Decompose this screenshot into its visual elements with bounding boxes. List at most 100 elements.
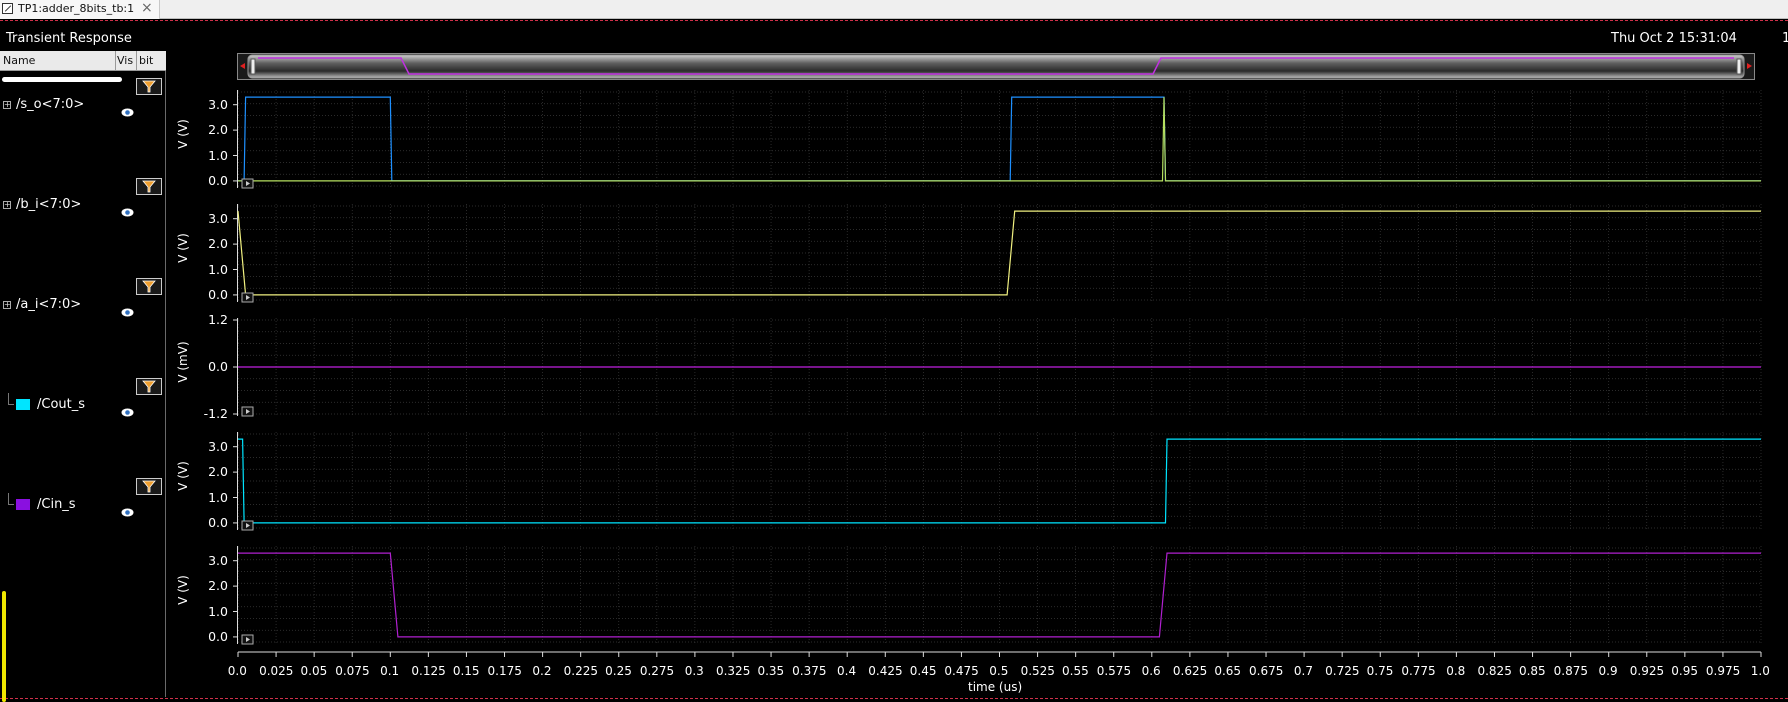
filter-icon[interactable] [136,78,162,95]
column-name[interactable]: Name [3,54,36,67]
scrollbar-right-handle[interactable] [1736,58,1742,75]
waveform-trace[interactable] [238,552,1761,638]
x-tick-label: 0.75 [1366,664,1394,678]
x-tick-label: 0.875 [1553,664,1588,678]
y-tick-label: 3.0 [208,438,228,454]
x-tick-label: 0.95 [1671,664,1698,678]
waveform-plot[interactable] [166,430,1788,532]
y-tick-label: 2.0 [208,578,228,594]
visibility-eye-icon[interactable] [121,302,134,317]
visibility-eye-icon[interactable] [121,502,134,517]
waveform-strip[interactable]: V (mV) 1.2 0.0 -1.2 [166,312,1788,421]
play-triangle-icon [246,181,250,186]
y-tick-label: 0.0 [208,359,228,374]
waveform-strip[interactable]: V (V) 3.0 2.0 1.0 0.0 [166,202,1788,304]
y-tick-label: 1.0 [208,489,228,505]
y-tick-label: 3.0 [208,552,228,568]
x-tick-label: 0.4 [837,664,857,678]
x-tick-label: 0.675 [1249,664,1284,678]
scrollbar-left-handle[interactable] [250,58,256,75]
signal-row[interactable]: /Cin_s [0,478,166,595]
scroll-right-arrow-icon[interactable] [1747,63,1752,69]
y-tick-label: 2.0 [208,464,228,480]
waveform-plot[interactable] [166,202,1788,304]
x-tick-label: 0.275 [639,664,675,678]
overview-trace [258,57,1734,75]
signal-browser: Name Vis bit + /s_o<7:0> + /b_i<7:0> + /a_i<7… [0,51,166,702]
tab-waveform[interactable]: TP1:adder_8bits_tb:1 × [0,0,160,19]
overview-waveform [240,54,1752,79]
y-axis-label: V (mV) [176,341,190,383]
x-tick-label: 0.45 [909,664,937,678]
waveform-strip[interactable]: V (V) 3.0 2.0 1.0 0.0 [166,430,1788,532]
tab-label: TP1:adder_8bits_tb:1 [18,2,135,15]
signal-name[interactable]: /Cout_s [37,397,86,412]
y-tick-label: 2.0 [208,122,228,138]
signal-row[interactable]: + /a_i<7:0> [0,278,166,395]
x-tick-label: 0.525 [1020,664,1055,678]
x-tick-label: 0.6 [1141,664,1161,678]
visibility-eye-icon[interactable] [121,102,134,117]
filter-icon[interactable] [136,278,162,295]
column-vis[interactable]: Vis [117,54,134,67]
y-tick-label: 1.0 [208,261,228,277]
y-tick-label: -1.2 [203,406,228,421]
play-triangle-icon [246,523,250,528]
expand-icon[interactable]: + [3,100,11,109]
waveform-trace[interactable] [238,438,1761,524]
x-tick-label: 0.8 [1446,664,1466,678]
x-tick-label: 0.925 [1629,664,1665,678]
sidebar-scrollbar[interactable] [2,77,122,82]
selection-indicator [2,591,6,702]
close-icon[interactable]: × [141,0,153,16]
waveform-trace[interactable] [237,210,1761,296]
waveform-plot[interactable] [166,88,1788,190]
signal-name[interactable]: /a_i<7:0> [16,297,82,312]
filter-icon[interactable] [136,178,162,195]
visibility-eye-icon[interactable] [121,202,134,217]
scroll-left-arrow-icon[interactable] [240,63,245,69]
x-tick-label: 0.575 [1096,664,1132,678]
visibility-eye-icon[interactable] [121,402,134,417]
y-tick-label: 0.0 [208,628,228,644]
x-tick-label: 0.725 [1325,664,1360,678]
signal-name[interactable]: /b_i<7:0> [16,197,82,212]
column-bit[interactable]: bit [139,54,154,67]
y-tick-label: 0.0 [208,172,228,188]
x-tick-label: 0.825 [1477,664,1512,678]
plot-datetime: Thu Oct 2 15:31:04 [1611,31,1737,46]
x-tick-label: 0.9 [1598,664,1618,678]
signal-name[interactable]: /Cin_s [37,497,76,512]
x-axis-line [237,651,1762,657]
x-tick-label: 0.125 [411,664,446,678]
signal-row[interactable]: /Cout_s [0,378,166,495]
y-tick-label: 3.0 [208,96,228,112]
waveform-trace[interactable] [238,97,1761,182]
signal-name[interactable]: /s_o<7:0> [16,97,85,112]
filter-icon[interactable] [136,378,162,395]
window-border-bottom [0,698,1788,699]
filter-icon[interactable] [136,478,162,495]
x-tick-label: 0.55 [1062,664,1089,678]
plot-title: Transient Response [6,31,132,46]
y-tick-label: 1.2 [208,312,228,327]
x-tick-label: 0.175 [487,664,522,678]
signal-row[interactable]: + /b_i<7:0> [0,178,166,295]
x-tick-label: 0.25 [605,664,632,678]
waveform-strip[interactable]: V (V) 3.0 2.0 1.0 0.0 [166,88,1788,190]
expand-icon[interactable]: + [3,300,11,309]
time-range-scrollbar[interactable] [237,53,1755,80]
x-tick-label: 0.075 [335,664,370,678]
waveform-plot[interactable] [166,316,1788,418]
scrollbar-thumb[interactable] [247,54,1745,79]
expand-icon[interactable]: + [3,200,11,209]
x-tick-label: 0.2 [532,664,552,678]
waveform-tab-icon [2,3,13,14]
x-tick-label: 0.0 [227,664,247,678]
signal-row[interactable]: + /s_o<7:0> [0,78,166,195]
x-tick-label: 0.1 [380,664,400,678]
play-triangle-icon [246,295,250,300]
waveform-strip[interactable]: V (V) 3.0 2.0 1.0 0.0 [166,544,1788,646]
waveform-plot[interactable] [166,544,1788,646]
signal-column-header: Name Vis bit [0,51,166,71]
